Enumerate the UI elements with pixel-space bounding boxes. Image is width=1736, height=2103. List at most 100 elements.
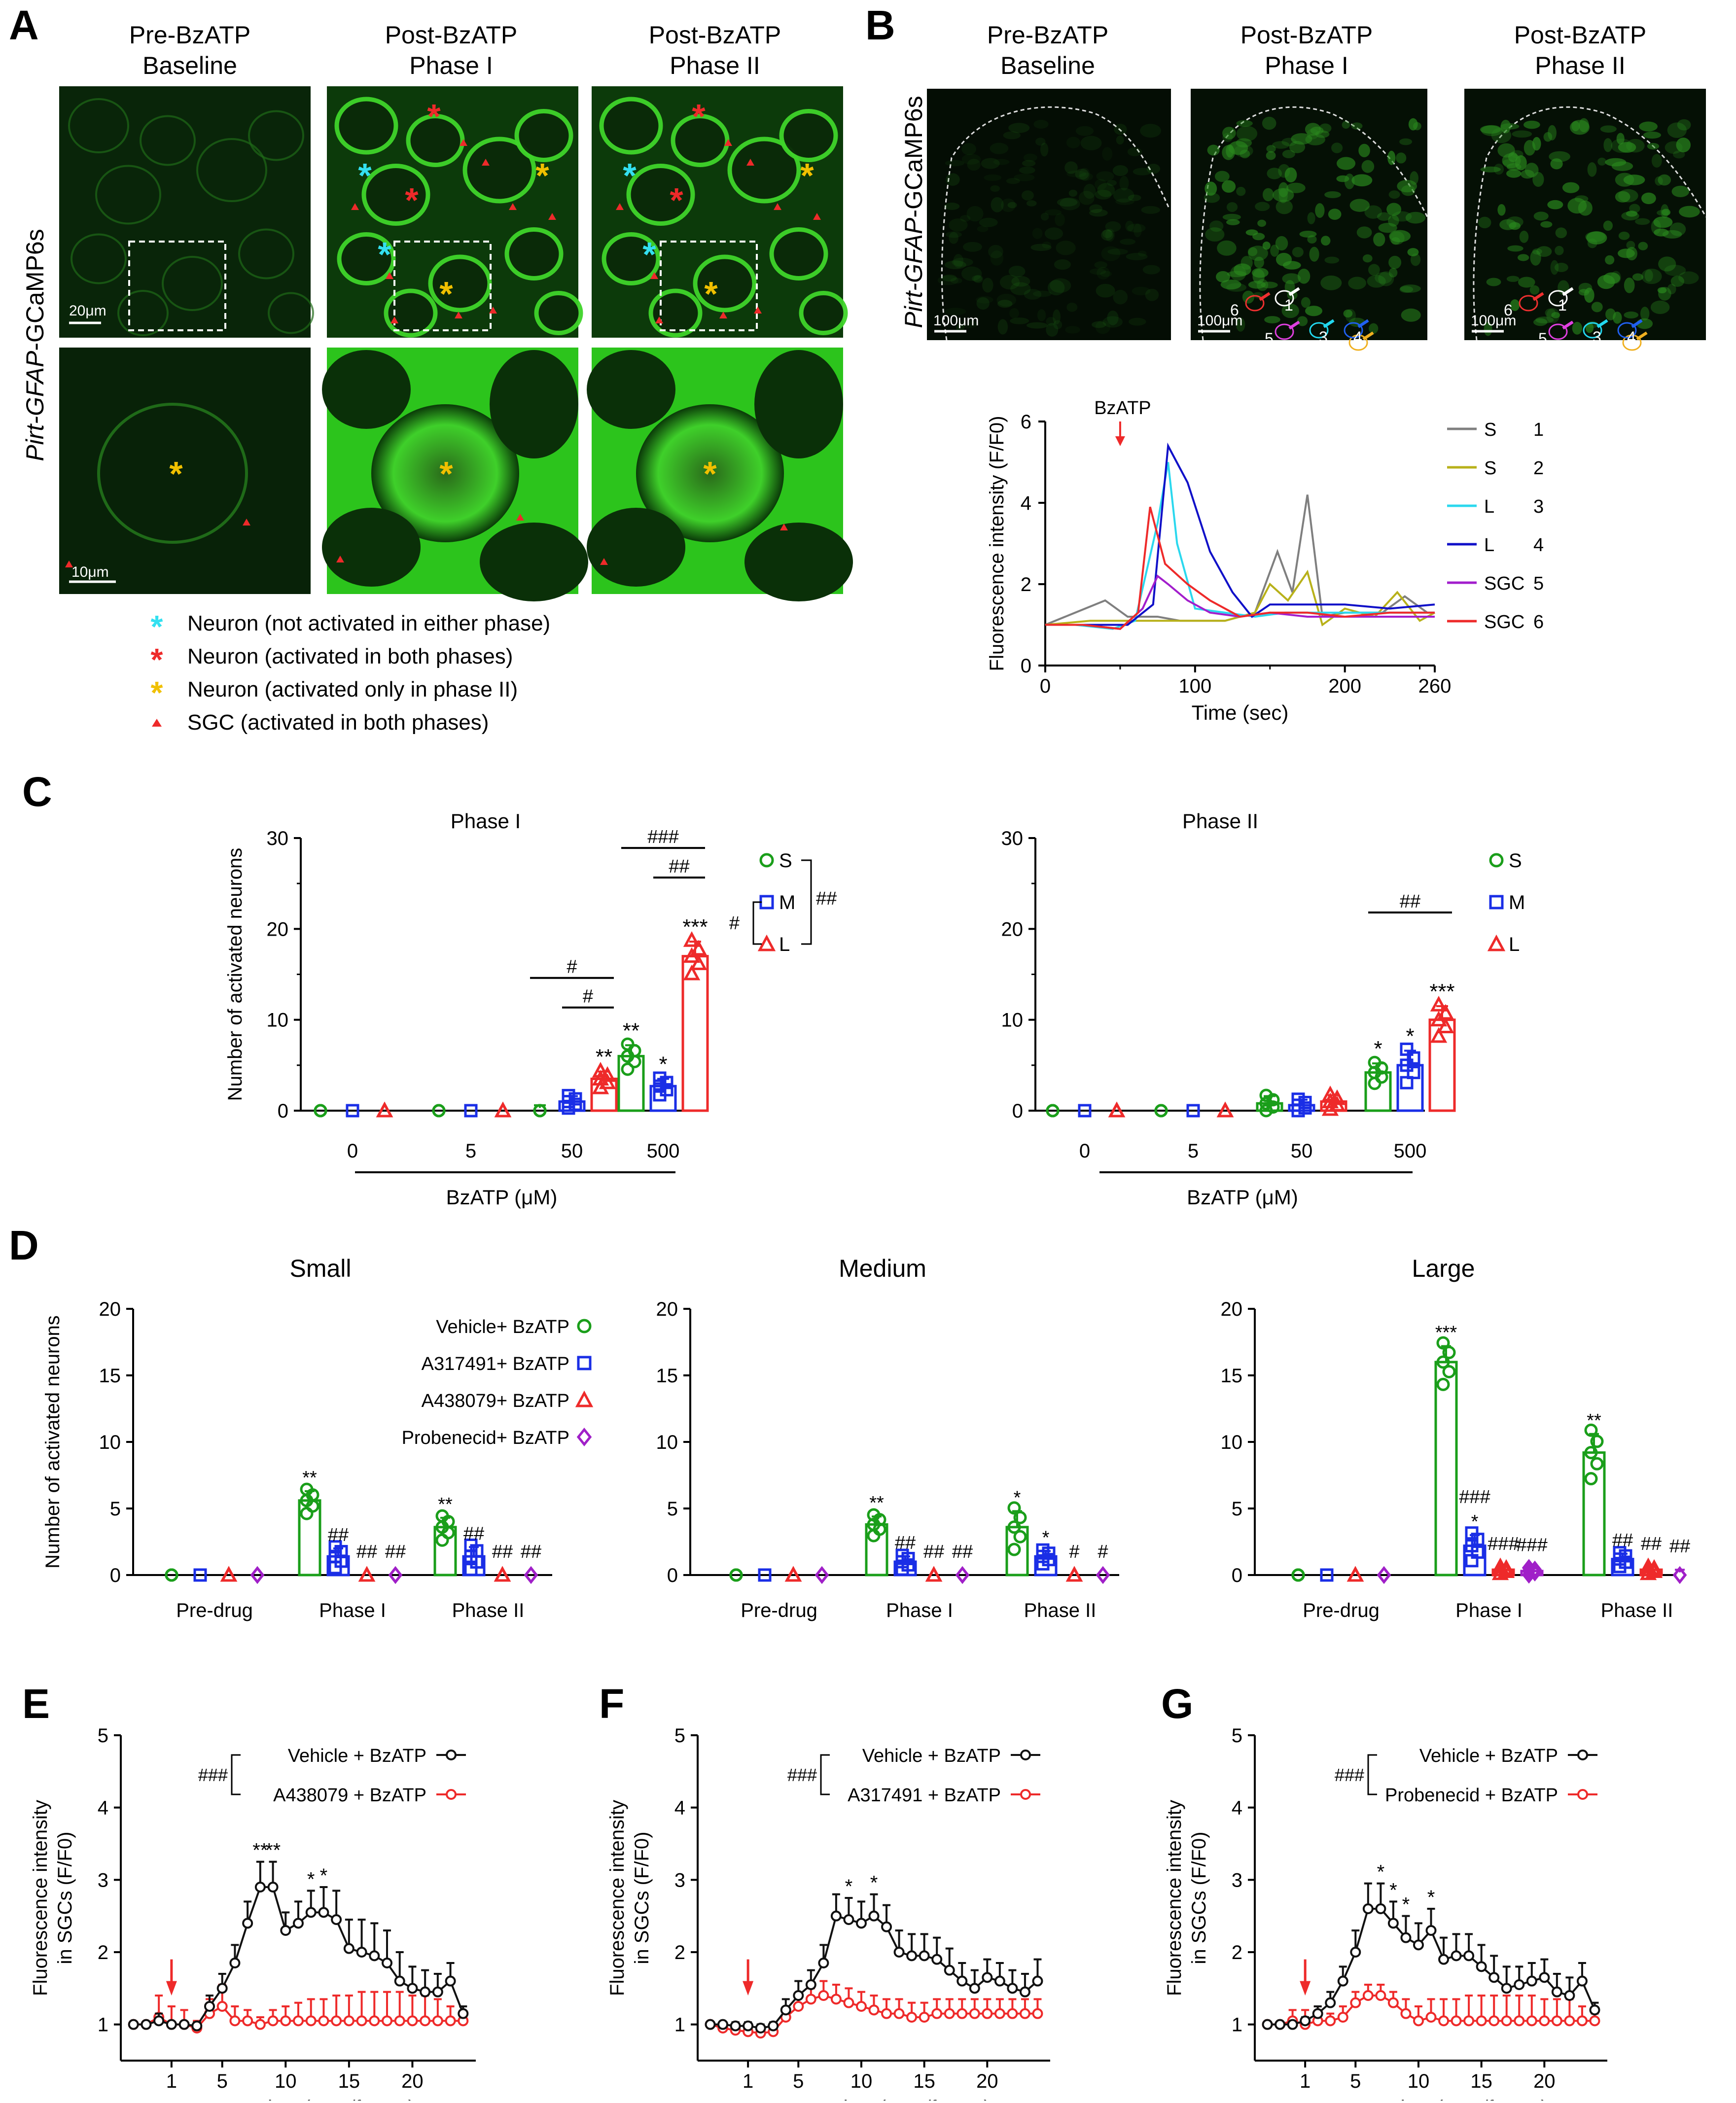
data-point [1291, 1568, 1305, 1582]
cell-speckle [1226, 202, 1238, 212]
legend-label: A317491+ BzATP [422, 1354, 569, 1374]
micrograph-b-baseline [927, 89, 1171, 340]
line-chart-f: 1234515101520Frame number (10 s/frame)Fl… [606, 1725, 1050, 2103]
x-tick-label: 10 [275, 2070, 297, 2092]
data-point [683, 947, 701, 963]
legend-asterisk-icon: * [151, 675, 163, 710]
cell-speckle [961, 266, 982, 281]
data-point [893, 1947, 905, 1958]
data-point [1514, 2015, 1525, 2027]
data-point [1407, 1051, 1420, 1065]
data-point [331, 1914, 342, 1925]
cell-speckle [1262, 116, 1276, 130]
cell-speckle [1127, 147, 1142, 156]
cell-speckle [1275, 236, 1288, 251]
data-point [1436, 1355, 1450, 1369]
data-point [621, 1062, 635, 1076]
neuron-asterisk-marker: * [623, 156, 637, 195]
neuron-asterisk-marker: * [427, 97, 441, 136]
data-point [906, 2012, 918, 2023]
cell-speckle [1105, 221, 1121, 232]
y-axis-label: Fluorescence intensity [606, 1800, 628, 1996]
data-point [793, 2001, 804, 2012]
cell-speckle [1064, 161, 1078, 174]
y-tick-label: 2 [98, 1942, 108, 1963]
cell-speckle [1662, 209, 1671, 216]
zoom-neuron-outline [97, 403, 248, 544]
data-point [1298, 1095, 1312, 1109]
data-point [1078, 1104, 1092, 1118]
cell-speckle [996, 293, 1017, 307]
cell-speckle [1141, 206, 1161, 214]
cell-speckle [1030, 244, 1052, 251]
data-point [242, 1918, 253, 1929]
cell-speckle [945, 231, 962, 238]
data-point [1325, 1997, 1336, 2008]
data-point [216, 1983, 228, 1994]
y-tick-label: 10 [1221, 1432, 1243, 1453]
cell-speckle [1388, 255, 1402, 269]
cell-speckle [1301, 297, 1311, 308]
bar-chart-c-phase1: 0 10 20 30 Phase I Number of activated neuron… [224, 809, 837, 1209]
chart-title: Phase I [451, 809, 521, 833]
legend-bracket-label: ## [816, 888, 837, 909]
neuron-cell-outline [648, 288, 703, 338]
cell-speckle [1507, 245, 1523, 252]
data-point [1584, 1423, 1598, 1437]
neuron-cell-outline [602, 232, 661, 285]
cell-speckle [1400, 284, 1421, 293]
data-point [758, 1568, 772, 1582]
cell-speckle [1532, 172, 1544, 187]
legend-label: Vehicle + BzATP [1419, 1746, 1558, 1766]
cell-speckle [1037, 309, 1046, 321]
cell-speckle [960, 215, 971, 222]
data-point [1584, 1446, 1598, 1460]
category-label: 500 [1394, 1140, 1427, 1162]
cell-speckle [1227, 271, 1247, 278]
cell-speckle [1669, 222, 1686, 236]
data-point [592, 1070, 609, 1086]
data-point [1584, 1472, 1598, 1486]
cell-speckle [1386, 203, 1402, 216]
cell-speckle [1024, 289, 1042, 300]
cell-speckle [966, 206, 984, 222]
cell-speckle [1281, 138, 1297, 146]
cell-speckle [1626, 241, 1635, 250]
cell-speckle [1205, 227, 1225, 242]
data-point [229, 2015, 241, 2027]
cell-speckle [1236, 317, 1245, 332]
cell-speckle [1033, 120, 1049, 129]
trace-legend-name: L [1484, 496, 1494, 517]
data-point [994, 1975, 1005, 1987]
cell-speckle [1497, 204, 1506, 216]
data-point [1400, 1932, 1412, 1943]
data-point [759, 853, 774, 868]
significance-star: * [1377, 1861, 1385, 1883]
y-tick-label: 0 [1232, 1565, 1242, 1586]
category-label: Phase I [1455, 1600, 1523, 1621]
cell-speckle [1011, 276, 1030, 287]
cell-speckle [1369, 323, 1379, 334]
roi-arrow [1323, 319, 1335, 328]
y-tick-label: 1 [1232, 2014, 1242, 2036]
significance-star: * [1402, 1894, 1410, 1916]
significance-label: # [1098, 1542, 1108, 1562]
data-point [1013, 1510, 1027, 1524]
neuron-asterisk-marker: * [692, 97, 706, 136]
neuron-cell-outline [671, 114, 730, 167]
cell-speckle [1222, 133, 1233, 142]
sgc-arrowhead-marker [754, 307, 762, 314]
cell-speckle [1282, 273, 1301, 284]
significance-label: ** [438, 1494, 453, 1515]
neuron-asterisk-marker: * [358, 156, 372, 195]
data-point [982, 1972, 993, 1983]
cell-speckle [1603, 220, 1613, 231]
trace-line-6 [1045, 506, 1435, 630]
cell-speckle [1615, 173, 1634, 187]
data-point [1442, 1346, 1456, 1360]
y-tick-label: 1 [98, 2014, 108, 2036]
data-point [743, 2020, 754, 2032]
y-tick-label: 0 [1012, 1100, 1023, 1122]
cell-speckle [1677, 119, 1691, 131]
chart-title: Small [289, 1255, 351, 1282]
